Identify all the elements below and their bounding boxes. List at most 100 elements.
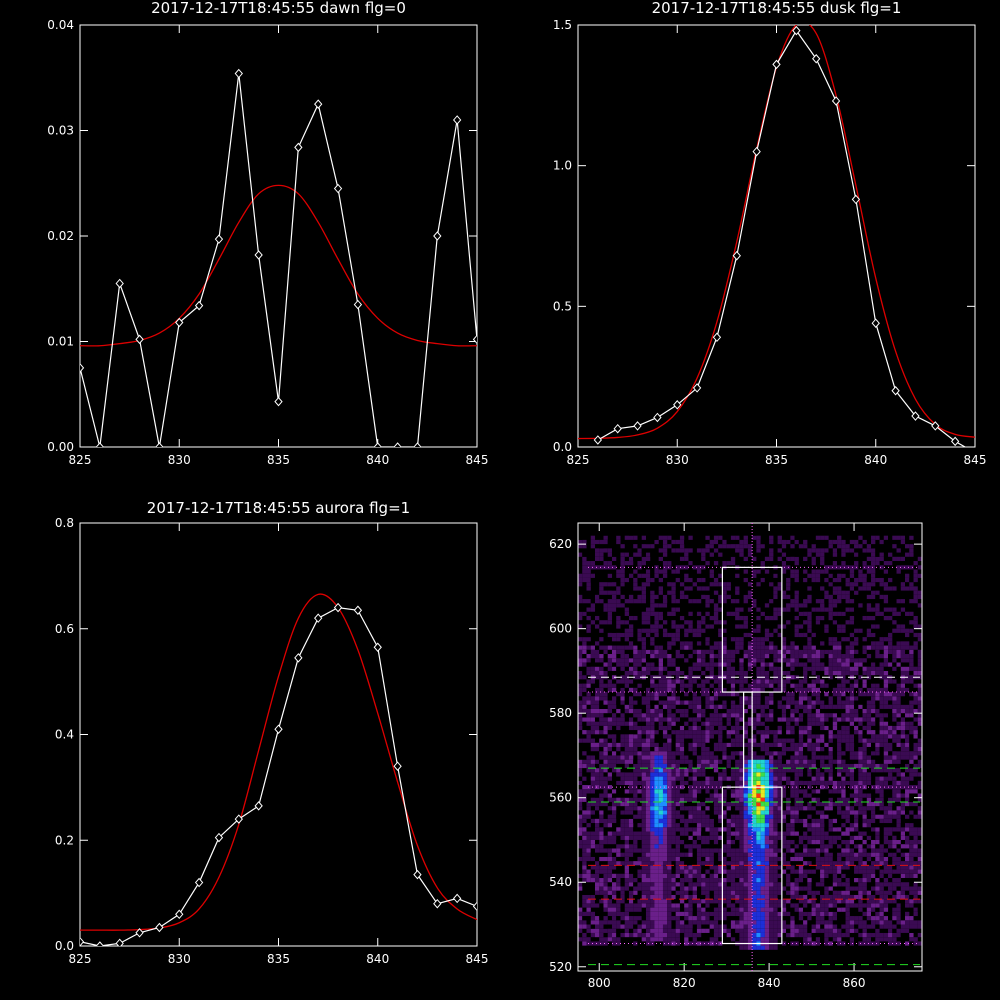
heatmap-cell — [607, 878, 613, 883]
heatmap-cell — [794, 928, 799, 933]
heatmap-cell — [781, 692, 787, 697]
heatmap-cell — [794, 704, 799, 709]
heatmap-cell — [594, 692, 600, 697]
heatmap-cell — [594, 848, 600, 853]
heatmap-cell — [611, 662, 617, 667]
heatmap-cell — [760, 916, 765, 921]
heatmap-cell — [599, 818, 604, 824]
heatmap-cell — [726, 666, 731, 671]
heatmap-cell — [628, 903, 634, 908]
heatmap-cell — [688, 890, 693, 895]
heatmap-cell — [662, 839, 668, 845]
heatmap-cell — [599, 869, 604, 874]
heatmap-cell — [713, 717, 719, 722]
heatmap-cell — [641, 768, 647, 773]
heatmap-cell — [743, 932, 748, 938]
heatmap-cell — [641, 649, 647, 654]
heatmap-cell — [790, 793, 795, 798]
heatmap-cell — [650, 768, 655, 773]
heatmap-cell — [701, 755, 706, 760]
heatmap-cell — [620, 806, 625, 811]
heatmap-cell — [718, 827, 723, 832]
heatmap-cell — [803, 692, 808, 697]
heatmap-cell — [667, 780, 672, 786]
heatmap-cell — [709, 717, 714, 722]
heatmap-cell — [616, 763, 621, 769]
heatmap-cell — [624, 907, 630, 912]
heatmap-cell — [667, 751, 672, 756]
heatmap-cell — [820, 704, 825, 709]
heatmap-cell — [667, 907, 672, 912]
heatmap-cell — [667, 865, 672, 870]
heatmap-cell — [599, 747, 604, 752]
heatmap-cell — [756, 776, 761, 781]
heatmap-cell — [730, 890, 736, 895]
heatmap-cell — [777, 556, 782, 562]
heatmap-cell — [705, 878, 710, 883]
heatmap-cell — [654, 628, 659, 633]
heatmap-cell — [756, 700, 761, 705]
heatmap-cell — [709, 785, 714, 790]
heatmap-cell — [582, 835, 587, 840]
heatmap-cell — [769, 582, 774, 587]
heatmap-cell — [628, 835, 634, 840]
heatmap-cell — [726, 738, 731, 743]
heatmap-cell — [756, 687, 761, 693]
heatmap-cell — [654, 747, 659, 752]
heatmap-cell — [718, 814, 723, 819]
heatmap-cell — [692, 700, 697, 705]
heatmap-cell — [756, 823, 761, 828]
heatmap-cell — [803, 603, 808, 608]
heatmap-cell — [582, 742, 587, 747]
heatmap-cell — [752, 569, 757, 574]
heatmap-cell — [671, 848, 676, 853]
heatmap-cell — [752, 899, 757, 904]
heatmap-cell — [650, 679, 655, 684]
heatmap-cell — [586, 827, 591, 832]
heatmap-cell — [820, 599, 825, 604]
heatmap-cell — [590, 852, 596, 857]
heatmap-cell — [722, 793, 727, 798]
heatmap-cell — [586, 569, 591, 574]
heatmap-cell — [747, 835, 753, 840]
heatmap-cell — [620, 810, 625, 815]
heatmap-cell — [735, 844, 740, 849]
heatmap-cell — [709, 911, 714, 917]
heatmap-cell — [645, 869, 651, 874]
heatmap-cell — [578, 544, 583, 549]
heatmap-cell — [633, 654, 638, 659]
heatmap-cell — [594, 645, 600, 650]
heatmap-cell — [824, 527, 829, 532]
heatmap-cell — [718, 793, 723, 798]
heatmap-cell — [747, 649, 753, 654]
heatmap-cell — [675, 958, 680, 963]
heatmap-cell — [773, 645, 778, 650]
heatmap-cell — [832, 916, 838, 921]
heatmap-cell — [811, 928, 816, 933]
heatmap-cell — [709, 662, 714, 667]
heatmap-cell — [739, 894, 744, 900]
heatmap-cell — [811, 899, 816, 904]
heatmap-cell — [696, 721, 702, 726]
heatmap-cell — [679, 894, 685, 900]
data-point-diamond — [353, 299, 363, 310]
heatmap-cell — [803, 577, 808, 583]
heatmap-cell — [705, 890, 710, 895]
heatmap-cell — [590, 696, 596, 701]
heatmap-cell — [628, 878, 634, 883]
heatmap-cell — [747, 932, 753, 938]
heatmap-cell — [645, 620, 651, 625]
heatmap-cell — [599, 768, 604, 773]
heatmap-cell — [760, 818, 765, 824]
heatmap-cell — [722, 814, 727, 819]
heatmap-cell — [650, 725, 655, 731]
heatmap-cell — [658, 569, 663, 574]
heatmap-cell — [794, 789, 799, 794]
heatmap-cell — [667, 949, 672, 955]
heatmap-cell — [671, 844, 676, 849]
data-point-diamond — [452, 893, 462, 904]
heatmap-cell — [654, 797, 659, 802]
heatmap-cell — [739, 544, 744, 549]
heatmap-cell — [675, 861, 680, 866]
heatmap-cell — [641, 865, 647, 870]
